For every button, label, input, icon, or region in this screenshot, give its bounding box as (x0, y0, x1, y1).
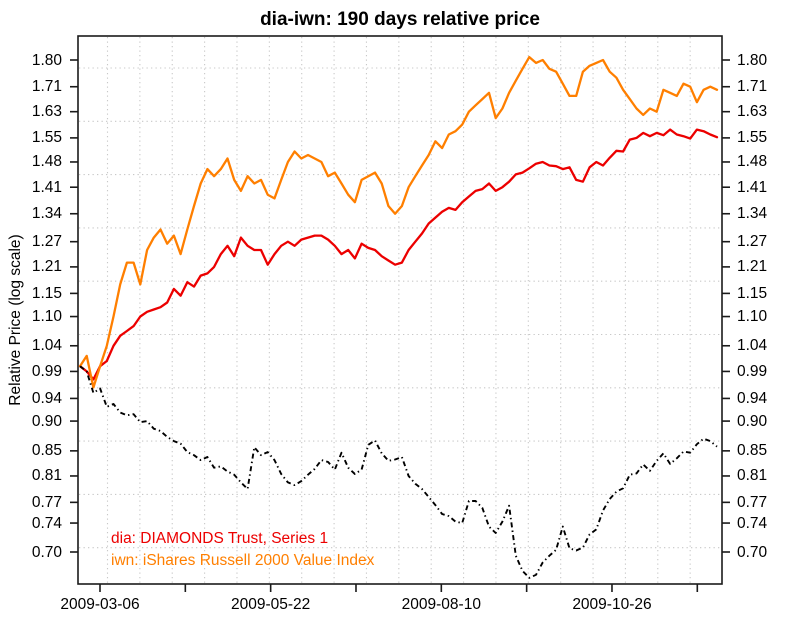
y-axis-label-left: 1.04 (31, 337, 62, 355)
legend-entry-iwn: iwn: iShares Russell 2000 Value Index (111, 552, 375, 569)
x-axis-date-label: 2009-03-06 (60, 596, 140, 613)
y-axis-label-left: 0.70 (31, 543, 62, 561)
y-axis-label-right: 0.94 (737, 389, 768, 407)
y-axis-label-right: 0.81 (737, 467, 768, 485)
y-axis-label-right: 1.55 (737, 129, 768, 147)
y-axis-label-left: 1.55 (31, 129, 62, 147)
y-axis-label-right: 1.48 (737, 153, 768, 171)
y-axis-label-left: 1.71 (31, 78, 62, 96)
y-axis-label-right: 1.15 (737, 284, 768, 302)
y-axis-label-left: 1.41 (31, 178, 62, 196)
x-axis-date-label: 2009-10-26 (572, 596, 652, 613)
y-axis-label-right: 0.85 (737, 442, 768, 460)
y-axis-label-right: 1.71 (737, 78, 768, 96)
y-axis-label-right: 0.77 (737, 493, 768, 511)
y-axis-label-left: 0.99 (31, 362, 62, 380)
y-axis-label-right: 1.34 (737, 205, 768, 223)
y-axis-label-left: 0.85 (31, 442, 62, 460)
y-axis-label-left: 0.81 (31, 467, 62, 485)
series-line-ratio (79, 365, 718, 579)
y-axis-label-left: 0.77 (31, 493, 62, 511)
legend-entry-dia: dia: DIAMONDS Trust, Series 1 (111, 530, 329, 547)
y-axis-label-left: 1.34 (31, 205, 62, 223)
x-axis-date-label: 2009-08-10 (401, 596, 481, 613)
y-axis-label-left: 1.63 (31, 103, 62, 121)
y-axis-label-left: 0.74 (31, 514, 62, 532)
plot-border (77, 35, 723, 585)
y-axis-label-right: 1.10 (737, 308, 768, 326)
y-axis-label-left: 0.94 (31, 389, 62, 407)
series-line-dia (78, 128, 719, 381)
y-axis-label-left: 1.48 (31, 153, 62, 171)
y-axis-label-left: 0.90 (31, 412, 62, 430)
y-axis-label-right: 1.41 (737, 178, 768, 196)
y-axis-label-left: 1.15 (31, 284, 62, 302)
y-axis-label-right: 1.27 (737, 233, 768, 251)
series-line-iwn (78, 55, 719, 389)
y-axis-label-left: 1.10 (31, 308, 62, 326)
y-axis-label-right: 1.63 (737, 103, 768, 121)
y-axis-label-right: 0.74 (737, 514, 768, 532)
y-axis-label-right: 1.04 (737, 337, 768, 355)
y-axis-label-right: 0.99 (737, 362, 768, 380)
y-axis-label-right: 1.80 (737, 51, 768, 69)
chart-title: dia-iwn: 190 days relative price (260, 9, 540, 30)
y-axis-label-left: 1.80 (31, 51, 62, 69)
y-axis-label-left: 1.27 (31, 233, 62, 251)
y-axis-label-right: 0.90 (737, 412, 768, 430)
y-axis-label-right: 0.70 (737, 543, 768, 561)
x-axis-date-label: 2009-05-22 (231, 596, 311, 613)
y-axis-label-left: 1.21 (31, 258, 62, 276)
y-axis-label-right: 1.21 (737, 258, 768, 276)
